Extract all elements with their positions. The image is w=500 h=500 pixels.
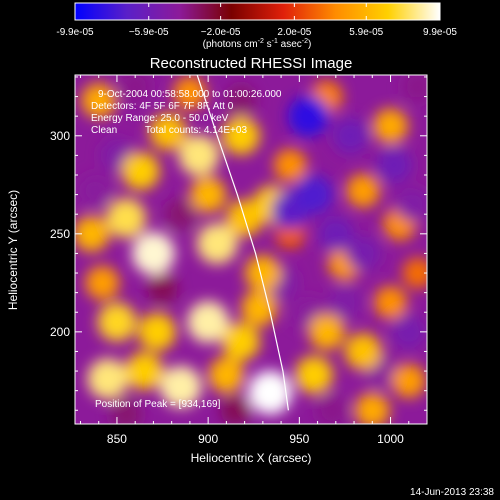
heatmap-source: [225, 84, 257, 116]
heatmap-source: [273, 148, 307, 182]
y-tick-label: 250: [50, 227, 70, 241]
heatmap-source: [401, 75, 427, 103]
colorbar-tick-label: -9.9e-05: [56, 27, 94, 38]
heatmap-source: [391, 363, 426, 398]
heatmap-source: [345, 235, 381, 271]
heatmap-source: [402, 257, 427, 289]
heatmap-source: [196, 223, 238, 265]
heatmap-source: [149, 113, 187, 151]
plot-area: [74, 74, 428, 425]
heatmap-source: [147, 273, 178, 304]
heatmap-source: [131, 231, 175, 275]
heatmap-source: [241, 290, 278, 327]
annotation-peak-position: Position of Peak = [934,169]: [95, 399, 221, 410]
annotation-method: Clean: [91, 125, 117, 136]
heatmap-source: [119, 75, 152, 103]
colorbar-tick-label: −2.0e-05: [201, 27, 241, 38]
heatmap-source: [391, 314, 427, 350]
heatmap-source: [165, 198, 197, 230]
y-axis: 200 250 300: [50, 76, 427, 411]
x-tick-label: 900: [198, 432, 218, 446]
x-axis-label: Heliocentric X (arcsec): [191, 451, 312, 465]
heatmap-source: [344, 332, 382, 370]
colorbar-unit-label: (photons cm-2 s-1 asec-2): [203, 38, 312, 50]
heatmap-source: [106, 198, 147, 239]
y-tick-label: 300: [50, 129, 70, 143]
annotation-detectors: Detectors: 4F 5F 6F 7F 8F, Att 0: [91, 101, 234, 112]
heatmap-source: [87, 358, 129, 400]
heatmap-source: [220, 395, 251, 424]
colorbar: -9.9e-05 −5.9e-05 −2.0e-05 2.0e-05 5.9e-05 9.…: [56, 2, 457, 50]
heatmap-source: [395, 187, 427, 222]
heatmap-source: [354, 392, 390, 424]
heatmap-source: [173, 76, 207, 110]
heatmap-source: [376, 147, 413, 184]
heatmap-source: [110, 398, 142, 424]
annotation-total-counts: Total counts: 4.14E+03: [145, 125, 247, 136]
heatmap-source: [221, 322, 260, 361]
colorbar-tick-label: 2.0e-05: [277, 27, 311, 38]
heatmap-source: [346, 173, 381, 208]
y-axis-label: Heliocentric Y (arcsec): [6, 190, 20, 310]
x-tick-label: 950: [289, 432, 309, 446]
heatmap-source: [159, 365, 202, 408]
heatmap-source: [287, 95, 329, 137]
heatmap-source: [373, 108, 409, 144]
heatmap-source: [294, 355, 333, 394]
heatmap-source: [294, 175, 334, 215]
heatmap-source: [125, 352, 164, 391]
heatmap-source: [75, 215, 110, 252]
heatmap-image: [75, 75, 427, 424]
heatmap-source: [78, 174, 112, 208]
annotation-energy: Energy Range: 25.0 - 50.0 keV: [91, 113, 229, 124]
image-annotations: 9-Oct-2004 00:58:58.000 to 01:00:26.000 …: [91, 89, 282, 410]
x-axis: 850 900 950 1000: [79, 75, 428, 446]
chart-title: Reconstructed RHESSI Image: [150, 55, 353, 72]
colorbar-tick-label: 9.9e-05: [423, 27, 457, 38]
heatmap-source: [308, 313, 345, 350]
plot-frame: [74, 74, 428, 425]
colorbar-strip: [74, 2, 441, 21]
colorbar-tick-label: −5.9e-05: [129, 27, 169, 38]
heatmap-source: [317, 215, 354, 252]
heatmap-source: [81, 82, 117, 118]
colorbar-ticks: -9.9e-05 −5.9e-05 −2.0e-05 2.0e-05 5.9e-05 9.…: [56, 3, 457, 38]
heatmap-source: [178, 134, 220, 176]
heatmap-source: [316, 394, 349, 424]
heatmap-source: [244, 255, 281, 292]
heatmap-source: [187, 301, 230, 344]
heatmap-source: [208, 356, 245, 393]
heatmap-source: [332, 117, 369, 154]
heatmap-source: [374, 285, 408, 319]
heatmap-source: [221, 116, 260, 155]
heatmap-source: [121, 152, 160, 191]
heatmap-source: [190, 176, 227, 213]
y-tick-label: 200: [50, 325, 70, 339]
plot-timestamp: 14-Jun-2013 23:38: [410, 487, 494, 498]
solar-limb-line: [196, 75, 289, 411]
colorbar-tick-label: 5.9e-05: [349, 27, 383, 38]
annotation-time-range: 9-Oct-2004 00:58:58.000 to 01:00:26.000: [98, 89, 282, 100]
heatmap-source: [248, 370, 293, 415]
heatmap-source: [85, 265, 120, 300]
heatmap-source: [327, 285, 362, 320]
x-tick-label: 850: [107, 432, 127, 446]
heatmap-source: [97, 302, 137, 342]
heatmap-source: [138, 312, 177, 351]
x-tick-label: 1000: [377, 432, 404, 446]
